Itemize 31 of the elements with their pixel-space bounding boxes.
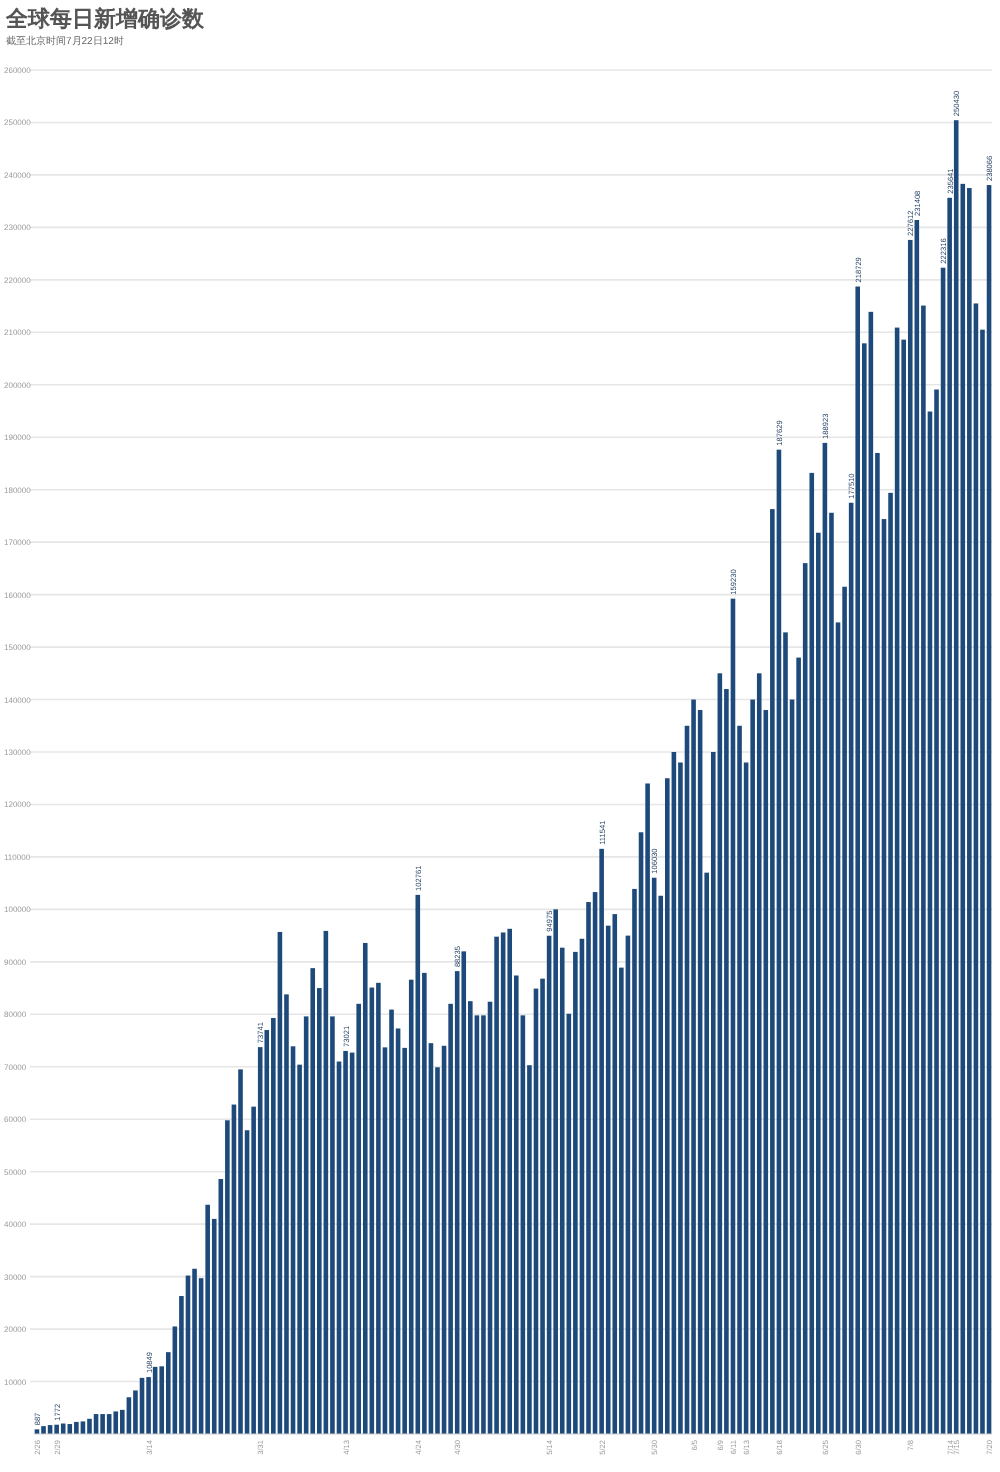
bar (74, 1421, 79, 1434)
bar (494, 936, 499, 1434)
bar (362, 942, 368, 1434)
bar (310, 968, 316, 1434)
bar (855, 286, 861, 1434)
bar (205, 1204, 210, 1434)
bar (113, 1411, 119, 1434)
bar (54, 1424, 59, 1434)
bar (192, 1268, 197, 1434)
bar (389, 1009, 394, 1434)
bar (691, 699, 696, 1434)
bar (645, 783, 650, 1434)
bar (60, 1423, 66, 1434)
chart-title: 全球每日新增确诊数 (4, 6, 206, 32)
bar (343, 1050, 348, 1434)
bar (41, 1426, 46, 1434)
bar (599, 848, 604, 1434)
bar (376, 982, 381, 1434)
bar (67, 1424, 73, 1434)
bar (953, 120, 959, 1434)
bar (507, 928, 513, 1434)
bar (612, 914, 618, 1434)
bar (461, 951, 467, 1434)
bar (238, 1069, 243, 1434)
bar (967, 188, 972, 1434)
bar (809, 472, 815, 1434)
bar (415, 894, 421, 1434)
bar (756, 673, 762, 1434)
bar (553, 909, 558, 1434)
bar (87, 1418, 92, 1434)
bar (100, 1414, 105, 1434)
